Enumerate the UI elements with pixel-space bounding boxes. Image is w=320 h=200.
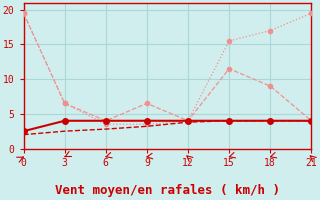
X-axis label: Vent moyen/en rafales ( km/h ): Vent moyen/en rafales ( km/h )	[55, 184, 280, 197]
